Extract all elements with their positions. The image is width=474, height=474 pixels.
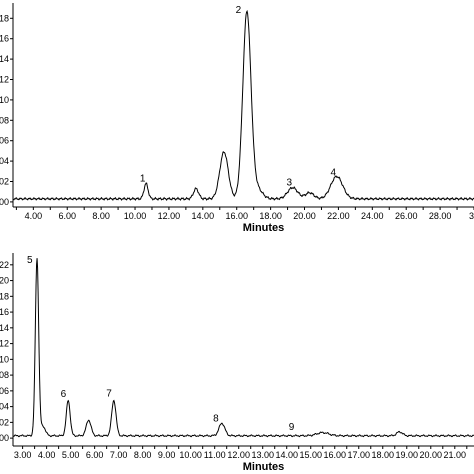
x-tick-label: 8.00 — [92, 211, 110, 221]
peak-label-5: 5 — [27, 255, 33, 266]
x-tick-label: 18.00 — [259, 211, 282, 221]
x-tick-label: 21.00 — [444, 450, 467, 460]
y-tick-label: .04 — [0, 156, 9, 166]
y-tick-label: 0.14 — [0, 323, 9, 333]
x-tick-label: 6.00 — [58, 211, 76, 221]
x-tick-label: 13.00 — [251, 450, 274, 460]
x-tick-label: 9.00 — [158, 450, 176, 460]
y-tick-label: 0.02 — [0, 417, 9, 427]
x-tick-label: 11.00 — [204, 450, 226, 460]
y-tick-label: 0.22 — [0, 260, 9, 270]
y-tick-label: 0.08 — [0, 370, 9, 380]
x-tick-label: 22.00 — [327, 211, 350, 221]
peak-point — [256, 187, 258, 189]
y-tick-label: 0.10 — [0, 354, 9, 364]
y-tick-label: 0.20 — [0, 276, 9, 286]
y-tick-label: .12 — [0, 75, 9, 85]
y-tick-label: 0.06 — [0, 386, 9, 396]
peak-label-3: 3 — [286, 178, 292, 189]
y-tick-label: 0.04 — [0, 402, 9, 412]
y-tick-label: .14 — [0, 54, 9, 64]
x-tick-label: 17.00 — [347, 450, 370, 460]
x-tick-label: 12.00 — [158, 211, 181, 221]
y-tick-label: .10 — [0, 95, 9, 105]
x-tick-label: 14.00 — [275, 450, 298, 460]
x-tick-label: 16.00 — [323, 450, 346, 460]
x-tick-label: 10.00 — [124, 211, 147, 221]
x-tick-label: 20.00 — [293, 211, 316, 221]
x-tick-label: 19.00 — [396, 450, 419, 460]
x-tick-label: 14.00 — [192, 211, 215, 221]
x-tick-label: 26.00 — [395, 211, 418, 221]
x-tick-label: 16.00 — [225, 211, 248, 221]
y-tick-label: .00 — [0, 197, 9, 207]
x-tick-label: 12.00 — [227, 450, 250, 460]
x-tick-label: 15.00 — [299, 450, 322, 460]
signal-trace — [12, 258, 474, 438]
peak-label-1: 1 — [140, 174, 146, 185]
peak-label-9: 9 — [289, 422, 295, 433]
y-tick-label: .16 — [0, 34, 9, 44]
signal-trace — [12, 9, 474, 201]
x-tick-label: 18.00 — [371, 450, 394, 460]
x-tick-label: 20.00 — [420, 450, 443, 460]
x-axis-title: Minutes — [243, 222, 285, 234]
x-tick-label: 5.00 — [62, 450, 80, 460]
y-tick-label: 0.18 — [0, 291, 9, 301]
peak-label-8: 8 — [213, 414, 219, 425]
chromatogram-panel-top: .00 .02 .04 .06 .08 .10 .12 .14 .16 .18 4.00 6.00 8.… — [0, 3, 474, 234]
y-tick-label: .18 — [0, 13, 9, 23]
x-tick-label: 4.00 — [38, 450, 56, 460]
peak-label-2: 2 — [236, 5, 242, 16]
y-tick-label: .08 — [0, 115, 9, 125]
x-tick-label: 24.00 — [361, 211, 384, 221]
x-tick-label: 3.00 — [14, 450, 32, 460]
x-tick-label: 6.00 — [86, 450, 104, 460]
x-tick-label: 4.00 — [25, 211, 43, 221]
y-tick-label: .02 — [0, 177, 9, 187]
x-tick-label: 30 — [469, 211, 474, 221]
x-axis-title: Minutes — [243, 461, 285, 473]
x-tick-label: 28.00 — [429, 211, 452, 221]
y-tick-label: .06 — [0, 136, 9, 146]
chromatogram-panel-bottom: 0.00 0.02 0.04 0.06 0.08 0.10 0.12 0.14 0.16 0.18… — [0, 253, 474, 473]
x-tick-label: 7.00 — [110, 450, 128, 460]
x-tick-label: 10.00 — [179, 450, 202, 460]
y-tick-label: 0.00 — [0, 433, 9, 443]
peak-label-4: 4 — [331, 167, 337, 178]
y-tick-label: 0.16 — [0, 307, 9, 317]
peak-label-6: 6 — [61, 389, 67, 400]
y-tick-label: 0.12 — [0, 339, 9, 349]
x-tick-label: 8.00 — [134, 450, 152, 460]
peak-label-7: 7 — [106, 388, 112, 399]
